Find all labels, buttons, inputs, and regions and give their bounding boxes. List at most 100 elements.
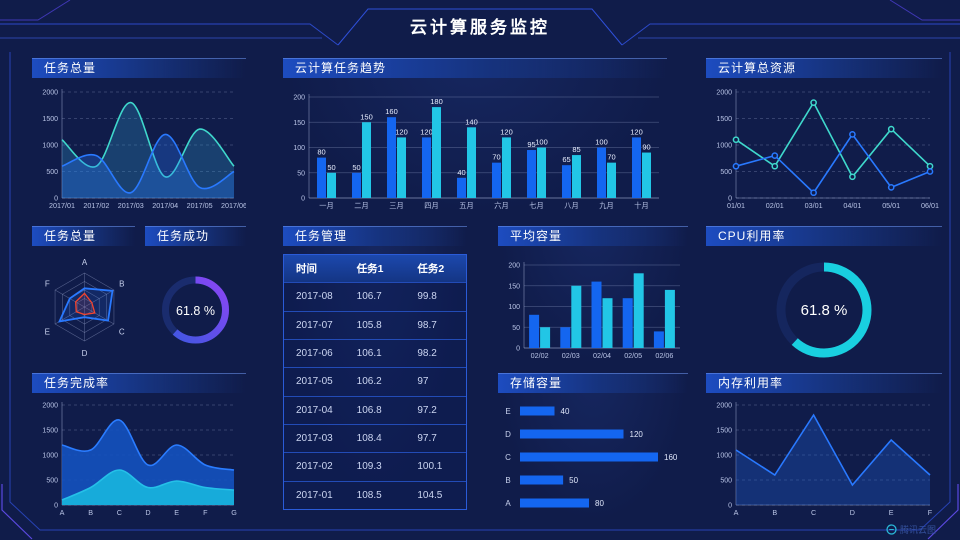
chart-label: 十月 bbox=[634, 201, 648, 210]
chart-label: 85 bbox=[572, 145, 580, 154]
bar bbox=[602, 298, 613, 348]
chart-label: 50 bbox=[512, 325, 520, 332]
chart-label: 0 bbox=[728, 503, 732, 510]
bar bbox=[327, 172, 336, 198]
bar bbox=[387, 117, 396, 198]
chart-label: B bbox=[505, 476, 510, 485]
bar bbox=[529, 314, 540, 348]
panel-task-total-radar: 任务总量 A B C D E F bbox=[32, 226, 135, 366]
table-cell: 2017-02 bbox=[296, 461, 333, 473]
chart-label: 160 bbox=[385, 107, 398, 116]
table-cell: 106.1 bbox=[356, 348, 382, 360]
radar-series bbox=[74, 292, 96, 316]
table-cell: 106.7 bbox=[356, 291, 382, 303]
chart-label: A bbox=[82, 258, 88, 267]
chart-label: A bbox=[60, 508, 65, 517]
table-cell: 104.5 bbox=[417, 489, 443, 501]
chart-label: 0 bbox=[728, 196, 732, 203]
cpu-usage-gauge: 61.8 % bbox=[776, 262, 872, 358]
task-management-table: 时间 任务1 任务2 2017-08 106.7 99.8 2017-07 105.8 98.7… bbox=[283, 254, 467, 510]
bar bbox=[317, 157, 326, 198]
chart-label: 140 bbox=[465, 117, 478, 126]
chart-label: 1500 bbox=[42, 428, 58, 435]
data-point bbox=[887, 184, 895, 191]
chart-label: 06/01 bbox=[921, 201, 939, 210]
chart-label: A bbox=[505, 499, 511, 508]
bar bbox=[560, 327, 571, 348]
panel-title-text: 云计算任务趋势 bbox=[295, 61, 387, 75]
chart-label: A bbox=[734, 508, 739, 517]
panel-title-text: 内存利用率 bbox=[718, 376, 784, 390]
chart-label: F bbox=[45, 280, 50, 289]
chart-label: F bbox=[203, 508, 208, 517]
chart-label: 1000 bbox=[716, 143, 732, 150]
bar bbox=[432, 107, 441, 198]
table-row: 2017-05 106.2 97 bbox=[284, 367, 466, 395]
chart-label: 40 bbox=[561, 407, 570, 416]
panel-title-text: 平均容量 bbox=[510, 229, 563, 243]
series-line bbox=[735, 133, 931, 194]
bar bbox=[653, 331, 664, 348]
table-header-row: 时间 任务1 任务2 bbox=[284, 255, 466, 283]
panel-title: 存储容量 bbox=[498, 373, 688, 393]
series-line bbox=[61, 101, 235, 178]
panel-total-resources: 云计算总资源 0 500 1000 1500 2000 01/01 02/01 03/01 04… bbox=[706, 58, 942, 216]
chart-label: 500 bbox=[720, 478, 732, 485]
chart-label: C bbox=[811, 508, 816, 517]
table-cell: 99.8 bbox=[417, 291, 437, 303]
data-point bbox=[771, 162, 779, 170]
chart-label: 九月 bbox=[599, 201, 613, 210]
axes: 0 50 100 150 200 02/02 02/03 02/04 02/05 02/06 bbox=[508, 262, 680, 360]
series-area bbox=[736, 415, 930, 505]
chart-label: 1500 bbox=[716, 116, 732, 123]
chart-label: B bbox=[88, 508, 93, 517]
chart-label: 70 bbox=[492, 153, 500, 162]
chart-label: 2017/06 bbox=[221, 201, 246, 210]
gauge-value: 61.8 % bbox=[801, 302, 848, 319]
panel-title-text: 任务管理 bbox=[295, 229, 348, 243]
panel-title: 任务总量 bbox=[32, 226, 135, 246]
bar bbox=[632, 137, 641, 198]
chart-label: B bbox=[772, 508, 777, 517]
bar bbox=[571, 285, 582, 348]
series-area bbox=[62, 134, 234, 198]
chart-label: D bbox=[505, 430, 511, 439]
chart-label: 95 bbox=[527, 140, 535, 149]
chart-label: 100 bbox=[293, 145, 305, 152]
chart-label: 2017/05 bbox=[187, 201, 213, 210]
header: 云计算服务监控 bbox=[0, 0, 960, 52]
memory-line-chart: 0 500 1000 1500 2000 A B C D E F bbox=[716, 402, 933, 517]
table-cell: 97.2 bbox=[417, 404, 437, 416]
header-decoration bbox=[0, 0, 960, 46]
table-row: 2017-02 109.3 100.1 bbox=[284, 452, 466, 480]
bar bbox=[520, 498, 589, 508]
chart-label: 100 bbox=[535, 138, 548, 147]
series-line bbox=[735, 100, 931, 179]
chart-label: 02/03 bbox=[562, 351, 580, 360]
table-cell: 2017-06 bbox=[296, 348, 333, 360]
table-cell: 98.2 bbox=[417, 348, 437, 360]
chart-label: 500 bbox=[46, 169, 58, 176]
table-cell: 2017-05 bbox=[296, 376, 333, 388]
data-point bbox=[810, 99, 817, 106]
storage-hbar-chart: E 40 D 120 C 160 B 50 A 80 bbox=[505, 406, 678, 508]
chart-label: 02/06 bbox=[655, 351, 673, 360]
bar bbox=[607, 162, 616, 198]
table-row: 2017-04 106.8 97.2 bbox=[284, 395, 466, 424]
axes: 0 500 1000 1500 2000 2017/01 2017/02 2017/03 201… bbox=[42, 89, 246, 210]
chart-label: 2017/02 bbox=[83, 201, 109, 210]
chart-label: 2017/01 bbox=[49, 201, 75, 210]
chart-label: 02/02 bbox=[531, 351, 549, 360]
chart-label: 150 bbox=[508, 283, 520, 290]
chart-label: 1000 bbox=[42, 143, 58, 150]
bar bbox=[502, 137, 511, 198]
chart-label: 150 bbox=[293, 120, 305, 127]
total-resources-line-chart: 0 500 1000 1500 2000 01/01 02/01 03/01 04/01 05/0… bbox=[716, 89, 939, 210]
avg-capacity-bar-chart: 0 50 100 150 200 02/02 02/03 02/04 02/05 02/06 bbox=[508, 262, 680, 360]
table-cell: 105.8 bbox=[356, 319, 382, 331]
bar bbox=[362, 122, 371, 198]
chart-label: 一月 bbox=[319, 201, 333, 210]
bar bbox=[467, 127, 476, 198]
table-cell: 2017-07 bbox=[296, 319, 333, 331]
panel-title: 平均容量 bbox=[498, 226, 688, 246]
